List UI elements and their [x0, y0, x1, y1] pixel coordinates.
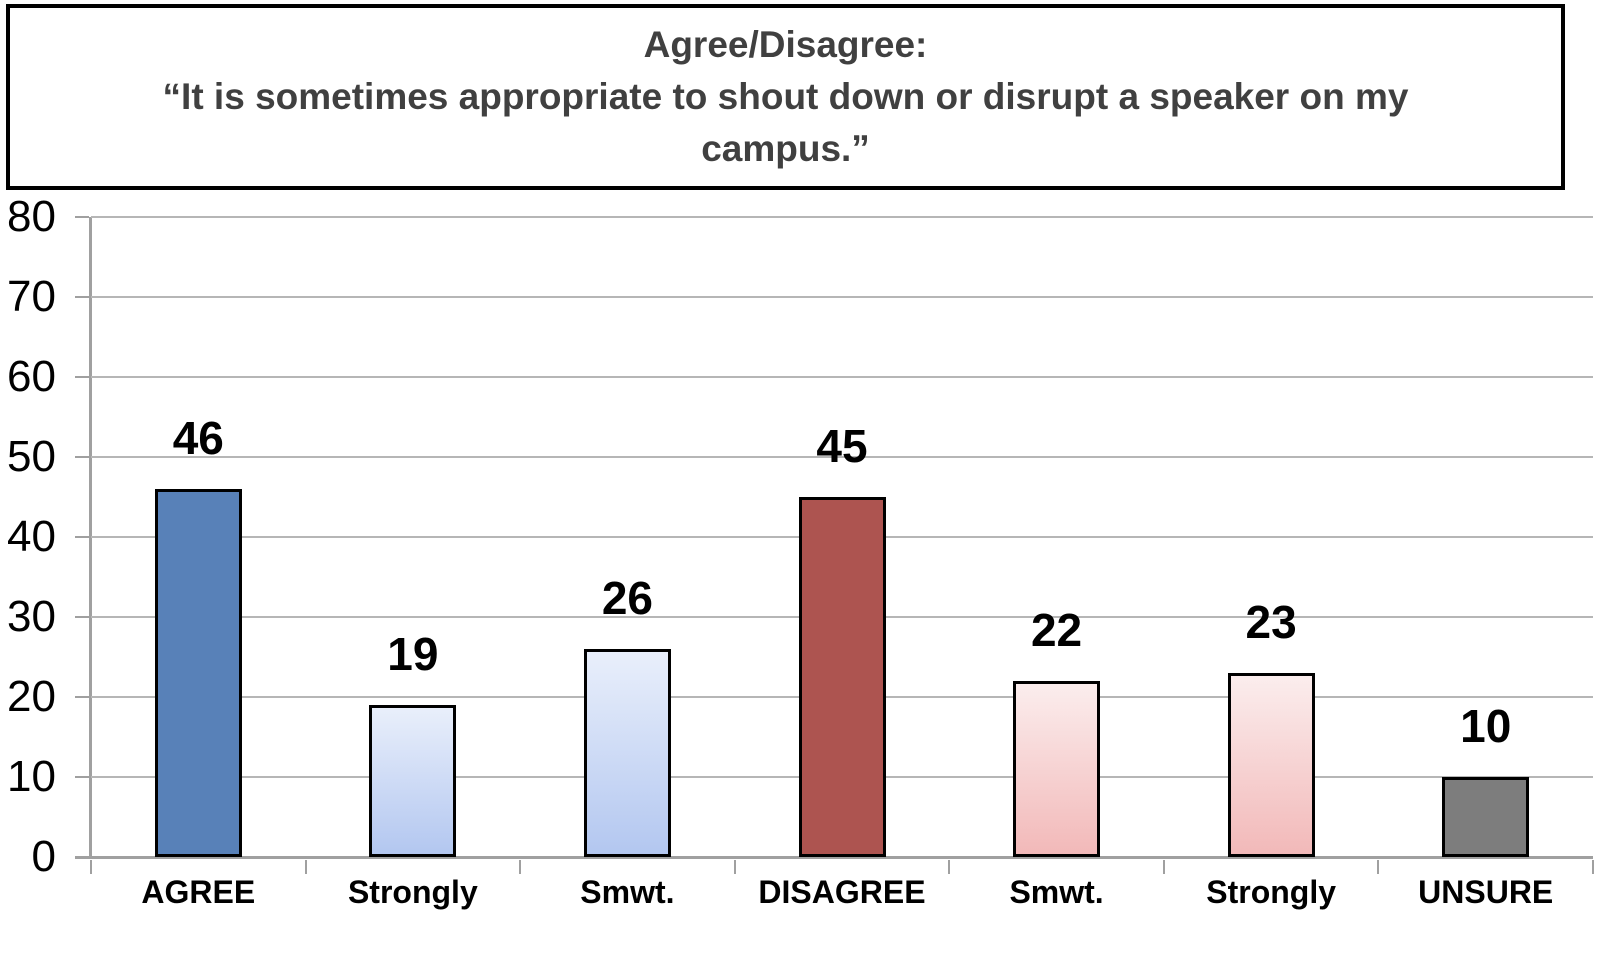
- x-axis-label-5: Strongly: [1206, 874, 1337, 910]
- x-axis-tick-6: [1377, 860, 1380, 874]
- gridline-60: [91, 376, 1593, 378]
- y-axis-tick-label-0: 0: [31, 832, 56, 881]
- x-axis-label-0: AGREE: [141, 874, 256, 910]
- y-axis-tick-20: [75, 696, 89, 698]
- x-axis-tick-4: [948, 860, 951, 874]
- gridline-70: [91, 296, 1593, 298]
- plot-area: 46 AGREE 19 Strongly 26 Smwt. 45 DISAGREE 22 Smwt…: [75, 216, 1594, 910]
- y-axis-tick-label-60: 60: [7, 352, 56, 401]
- bar-value-label-3: 45: [816, 420, 868, 472]
- bar-unsure-6: [1442, 777, 1530, 857]
- x-axis-tick-5: [1162, 860, 1165, 874]
- y-axis-tick-label-50: 50: [7, 432, 56, 481]
- bar-value-label-2: 26: [601, 572, 654, 624]
- x-axis-tick-0: [90, 860, 92, 874]
- bar-value-label-4: 22: [1030, 604, 1083, 656]
- y-axis-tick-40: [75, 536, 89, 538]
- x-axis-tick-1: [304, 860, 307, 874]
- bar-value-label-6: 10: [1460, 700, 1512, 752]
- y-axis-tick-10: [75, 776, 89, 778]
- y-axis-tick-label-70: 70: [7, 272, 56, 321]
- y-axis-line: [89, 217, 92, 857]
- x-axis-label-1: Strongly: [347, 874, 478, 910]
- y-axis-tick-0: [75, 856, 89, 858]
- bar-value-label-0: 46: [172, 412, 224, 464]
- bar-strongly-1: [369, 705, 457, 857]
- bar-agree-0: [154, 489, 242, 857]
- x-axis-tick-7: [1592, 860, 1594, 874]
- x-axis-label-3: DISAGREE: [758, 874, 926, 910]
- x-axis-tick-2: [519, 860, 522, 874]
- y-axis-tick-label-30: 30: [7, 592, 56, 641]
- y-axis-tick-label-40: 40: [7, 512, 56, 561]
- gridline-80: [91, 216, 1593, 218]
- bar-value-label-1: 19: [387, 628, 439, 680]
- x-axis-label-6: UNSURE: [1418, 874, 1554, 910]
- bar-strongly-5: [1227, 673, 1315, 857]
- bar-smwt-4: [1013, 681, 1101, 857]
- chart-title-line-2: “It is sometimes appropriate to shout do…: [162, 76, 1409, 117]
- bar-disagree-3: [798, 497, 886, 857]
- y-axis-tick-label-20: 20: [7, 672, 56, 721]
- chart-title-line-1: Agree/Disagree:: [643, 24, 928, 65]
- chart-title-line-3: campus.”: [701, 128, 870, 169]
- y-axis-tick-60: [75, 376, 89, 378]
- bar-smwt-2: [583, 649, 671, 857]
- y-axis-tick-30: [75, 616, 89, 618]
- y-axis-tick-label-80: 80: [7, 192, 56, 241]
- x-axis-label-4: Smwt.: [1009, 874, 1104, 910]
- chart-title-box: Agree/Disagree: “It is sometimes appropr…: [6, 4, 1565, 190]
- y-axis-tick-70: [75, 296, 89, 298]
- y-axis-labels: 0 10 20 30 40 50 60 70 80: [0, 195, 56, 879]
- x-axis-label-2: Smwt.: [580, 874, 675, 910]
- x-axis-tick-3: [733, 860, 736, 874]
- gridline-50: [91, 456, 1593, 458]
- bar-value-label-5: 23: [1245, 596, 1297, 648]
- y-axis-tick-label-10: 10: [7, 752, 56, 801]
- y-axis-tick-50: [75, 456, 89, 458]
- y-axis-tick-80: [75, 216, 89, 218]
- x-axis-line: [75, 856, 1593, 859]
